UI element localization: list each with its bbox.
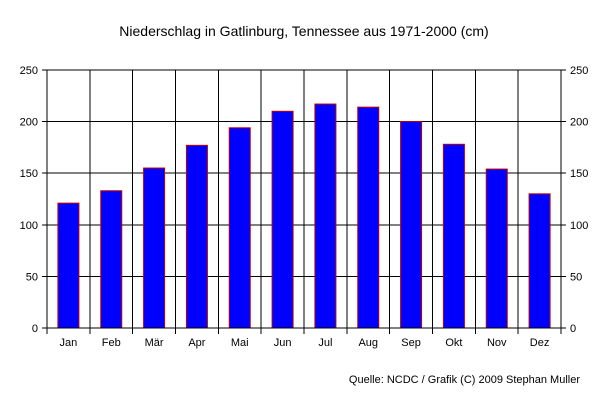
x-tick-label: Jan [60, 337, 78, 349]
x-tick-label: Okt [445, 337, 462, 349]
chart-title: Niederschlag in Gatlinburg, Tennessee au… [119, 23, 488, 39]
y-tick-label-left: 100 [20, 220, 38, 232]
y-tick-label-left: 200 [20, 117, 38, 129]
x-tick-label: Mär [145, 337, 164, 349]
x-tick-label: Jun [274, 337, 292, 349]
bar [528, 193, 551, 329]
tick-labels: 0 0 50 50 100 100 150 150 200 200 250 250 Jan Feb Mär A… [20, 65, 589, 349]
y-tick-label-right: 50 [570, 271, 582, 283]
x-tick-label: Aug [358, 337, 378, 349]
x-tick-label: Mai [231, 337, 249, 349]
y-tick-label-left: 50 [26, 271, 38, 283]
bar [228, 127, 251, 329]
x-tick-label: Sep [401, 337, 421, 349]
bar [143, 167, 166, 329]
x-tick-label: Apr [188, 337, 205, 349]
y-tick-label-right: 150 [570, 168, 588, 180]
bar [185, 144, 208, 329]
x-tick-label: Jul [318, 337, 332, 349]
gridlines [46, 69, 562, 329]
source-note: Quelle: NCDC / Grafik (C) 2009 Stephan M… [349, 374, 580, 386]
bar [100, 190, 123, 329]
y-tick-label-right: 0 [570, 323, 576, 335]
bar [271, 110, 294, 329]
y-tick-label-right: 250 [570, 65, 588, 77]
bar [400, 121, 423, 329]
x-tick-label: Feb [102, 337, 121, 349]
axes [42, 69, 566, 334]
y-tick-label-right: 200 [570, 117, 588, 129]
y-tick-label-right: 100 [570, 220, 588, 232]
bar [57, 202, 80, 329]
x-tick-label: Dez [530, 337, 550, 349]
bar [314, 103, 337, 329]
bar [485, 168, 508, 329]
bars [57, 103, 551, 329]
bar [357, 106, 380, 329]
x-tick-label: Nov [487, 337, 507, 349]
bar [442, 143, 465, 329]
y-tick-label-left: 150 [20, 168, 38, 180]
y-tick-label-left: 250 [20, 65, 38, 77]
y-tick-label-left: 0 [32, 323, 38, 335]
